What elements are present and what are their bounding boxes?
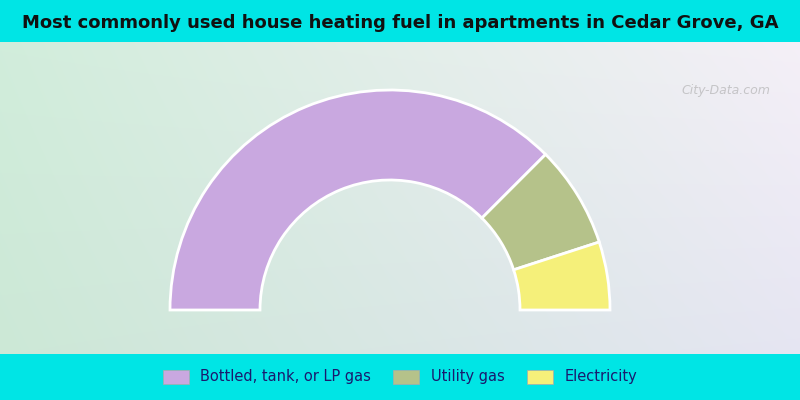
Text: City-Data.com: City-Data.com <box>681 84 770 97</box>
Wedge shape <box>170 90 546 310</box>
Legend: Bottled, tank, or LP gas, Utility gas, Electricity: Bottled, tank, or LP gas, Utility gas, E… <box>157 364 643 390</box>
Wedge shape <box>514 242 610 310</box>
Wedge shape <box>482 154 599 270</box>
Text: Most commonly used house heating fuel in apartments in Cedar Grove, GA: Most commonly used house heating fuel in… <box>22 14 778 32</box>
